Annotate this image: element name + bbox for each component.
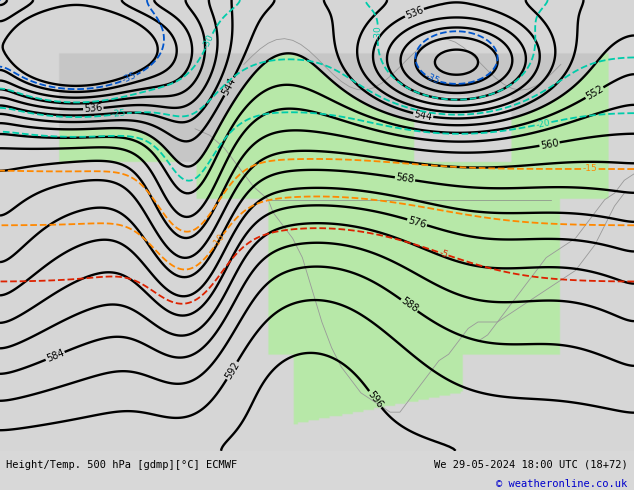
Text: 552: 552 [584, 84, 605, 102]
Text: -15: -15 [582, 165, 597, 173]
Text: 576: 576 [407, 215, 427, 230]
Text: 592: 592 [223, 360, 241, 381]
Text: -10: -10 [210, 232, 226, 249]
Text: -5: -5 [437, 248, 449, 259]
Text: -35: -35 [424, 72, 441, 86]
Text: -35: -35 [120, 71, 138, 85]
Text: 596: 596 [366, 389, 385, 410]
Text: 588: 588 [399, 296, 420, 315]
Text: -30: -30 [202, 32, 216, 50]
Text: -30: -30 [373, 25, 382, 40]
Text: -20: -20 [534, 118, 551, 130]
Text: Height/Temp. 500 hPa [gdmp][°C] ECMWF: Height/Temp. 500 hPa [gdmp][°C] ECMWF [6, 460, 238, 469]
Text: 536: 536 [84, 103, 103, 114]
Text: 544: 544 [221, 76, 238, 97]
Text: We 29-05-2024 18:00 UTC (18+72): We 29-05-2024 18:00 UTC (18+72) [434, 460, 628, 469]
Text: 568: 568 [395, 172, 415, 185]
Text: © weatheronline.co.uk: © weatheronline.co.uk [496, 479, 628, 489]
Text: 560: 560 [540, 138, 559, 150]
Text: 544: 544 [413, 109, 433, 122]
Text: -25: -25 [111, 109, 127, 120]
Text: 536: 536 [404, 4, 425, 21]
Text: 584: 584 [44, 348, 65, 364]
